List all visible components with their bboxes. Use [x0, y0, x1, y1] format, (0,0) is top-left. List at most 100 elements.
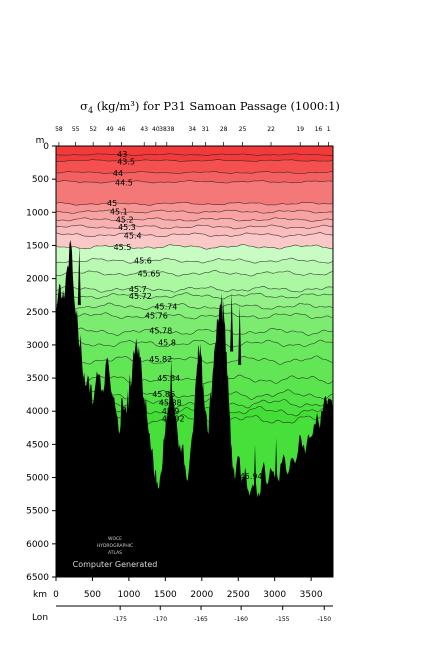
x-tick-label-1000: 1000: [117, 590, 140, 600]
y-tick-label-0: 0: [43, 142, 49, 152]
seafloor-bathymetry: [56, 240, 333, 577]
station-label-34: 34: [188, 126, 196, 133]
isopycnal-45.84: [56, 374, 333, 385]
y-tick-label-3000: 3000: [26, 341, 49, 351]
station-label-25: 25: [239, 126, 247, 133]
station-label-46: 46: [118, 126, 126, 133]
isopycnal-45.74: [56, 302, 333, 311]
lon-tick-label--155: -155: [276, 616, 290, 623]
contour-label-45.6: 45.6: [134, 257, 152, 266]
x-tick-label-2500: 2500: [227, 590, 250, 600]
station-label-16: 16: [315, 126, 323, 133]
isopycnal-43: [56, 153, 333, 156]
contour-label-44.5: 44.5: [115, 179, 133, 188]
longitude-axis: -175 -170 -165 -160 -155 -150: [56, 605, 333, 623]
contour-label-45.86: 45.86: [152, 390, 175, 399]
contour-label-45.78: 45.78: [149, 326, 172, 335]
isopycnal-45.7: [56, 285, 333, 293]
contour-label-45: 45: [107, 199, 117, 208]
x-tick-label-1500: 1500: [154, 590, 177, 600]
x-tick-label-500: 500: [84, 590, 101, 600]
isopycnal-45.8: [56, 339, 333, 348]
plot-frame: [55, 145, 334, 578]
y-tick-label-3500: 3500: [26, 374, 49, 384]
station-label-22: 22: [267, 126, 275, 133]
contour-label-45.92: 45.92: [162, 415, 185, 424]
station-label-55: 55: [72, 126, 80, 133]
y-tick-label-1000: 1000: [26, 208, 49, 218]
station-label-58: 58: [55, 126, 63, 133]
station-label-43: 43: [140, 126, 148, 133]
title-rest: (kg/m³) for P31 Samoan Passage (1000:1): [93, 99, 340, 113]
contour-label-45.72: 45.72: [129, 292, 152, 301]
station-label-28: 28: [220, 126, 228, 133]
seamount-spike-3: [253, 444, 257, 505]
contour-label-45.2: 45.2: [116, 216, 134, 225]
station-label-49: 49: [106, 126, 114, 133]
isopycnal-45.65: [56, 270, 333, 277]
atlas-label: ATLAS: [108, 550, 122, 556]
contour-label-45.8: 45.8: [158, 338, 176, 347]
isopycnal-45.6: [56, 257, 333, 264]
contour-label-45.9: 45.9: [162, 407, 180, 416]
contour-label-45.7: 45.7: [129, 285, 147, 294]
title-subscript: 4: [88, 106, 93, 115]
y-tick-label-6500: 6500: [26, 573, 49, 583]
y-tick-label-2000: 2000: [26, 275, 49, 285]
seamount-spike-1: [230, 291, 234, 352]
isopycnal-45.78: [56, 327, 333, 336]
seamount-spike-2: [238, 305, 242, 365]
isopycnal-44: [56, 171, 333, 174]
contour-label-45.4: 45.4: [124, 232, 142, 241]
y-tick-label-4500: 4500: [26, 440, 49, 450]
lon-tick-label--150: -150: [317, 616, 331, 623]
station-label-3838: 3838: [159, 126, 174, 133]
isopycnal-45.2: [56, 217, 333, 222]
seafloor: [56, 240, 333, 577]
woce-label: WOCE: [108, 536, 122, 542]
isopycnal-45.4: [56, 232, 333, 238]
depth-axis: 0 500 1000 1500 2000 2500 3000 3500 4000 4500 5000…: [26, 142, 56, 583]
x-tick-label-0: 0: [53, 590, 59, 600]
station-label-1: 1: [327, 126, 331, 133]
isopycnal-45.5: [56, 244, 333, 250]
title-symbol: σ: [80, 99, 88, 113]
lon-tick-label--165: -165: [194, 616, 208, 623]
chart-title: σ4 (kg/m³) for P31 Samoan Passage (1000:…: [80, 99, 340, 115]
isopycnal-45.1: [56, 209, 333, 214]
contour-label-45.76: 45.76: [145, 312, 168, 321]
contour-label-45.65: 45.65: [138, 269, 161, 278]
seamount-spike-0: [77, 245, 81, 306]
seamount-spike-5: [169, 358, 173, 418]
contour-label-94: 94: [122, 406, 132, 415]
y-unit-label: m: [36, 136, 45, 146]
isopycnal-44.5: [56, 180, 333, 184]
y-tick-label-6000: 6000: [26, 540, 49, 550]
contour-label-45.3: 45.3: [118, 223, 136, 232]
x-unit-label: km: [33, 590, 47, 600]
contour-label-45.5: 45.5: [114, 243, 132, 252]
lon-tick-label--170: -170: [153, 616, 167, 623]
station-ticks: 58 55 52 49 46 43 40 3838 34 31 28 25 22 19 16 1: [55, 126, 331, 146]
y-tick-label-5500: 5500: [26, 507, 49, 517]
contour-label-45.94: 45.94: [240, 472, 263, 481]
isopycnal-45.82: [56, 355, 333, 365]
contour-label-43: 43: [117, 150, 127, 159]
y-tick-label-4000: 4000: [26, 407, 49, 417]
lon-unit-label: Lon: [32, 613, 48, 623]
isopycnal-45: [56, 201, 333, 206]
contour-label-45.84: 45.84: [157, 374, 180, 383]
contour-label-45.88: 45.88: [159, 399, 182, 408]
computer-generated-stamp: WOCE HYDROGRAPHIC ATLAS Computer Generat…: [73, 536, 158, 569]
y-tick-label-5000: 5000: [26, 474, 49, 484]
layer-fill-43: [56, 146, 333, 156]
station-label-52: 52: [89, 126, 97, 133]
x-tick-label-2000: 2000: [190, 590, 213, 600]
lon-tick-label--160: -160: [234, 616, 248, 623]
contour-label-45.1: 45.1: [110, 208, 128, 217]
isopycnal-45.3: [56, 224, 333, 230]
station-label-31: 31: [202, 126, 210, 133]
x-tick-label-3000: 3000: [263, 590, 286, 600]
isopycnal-45.76: [56, 312, 333, 320]
